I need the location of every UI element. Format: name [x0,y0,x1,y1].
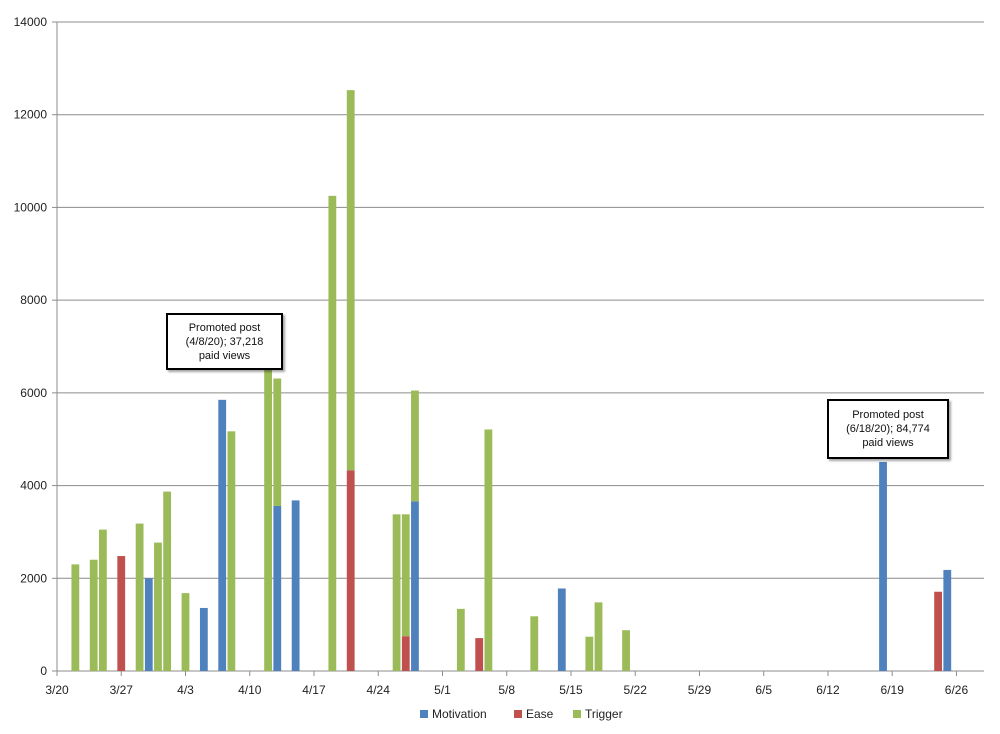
bar-motivation [943,569,952,671]
x-tick-label: 3/20 [45,683,69,697]
annotation-line: paid views [862,437,914,449]
bar-motivation [291,500,300,671]
annotation-line: Promoted post [188,321,261,334]
x-tick-label: 6/26 [945,683,969,697]
bar-trigger [273,378,282,506]
x-tick-label: 6/5 [755,683,772,697]
x-tick-label: 5/15 [559,683,583,697]
legend-label-ease: Ease [526,707,554,721]
y-tick-label: 6000 [20,386,47,400]
bar-trigger [71,564,80,671]
x-tick-label: 6/19 [881,683,905,697]
annotation-line: (6/18/20); 84,774 [846,423,930,435]
bar-trigger [227,431,236,671]
bar-motivation [879,461,887,671]
bar-trigger [98,529,107,671]
legend: Motivation Ease Trigger [420,707,623,721]
bar-motivation [557,588,566,671]
bar-trigger [585,636,594,671]
bar-trigger [484,429,493,671]
x-tick-label: 4/3 [177,683,194,697]
bar-ease [117,556,126,671]
annotation-line: paid views [198,349,251,362]
annotation-promoted-post-april: Promoted post (4/8/20); 37,218 paid view… [166,313,283,370]
bar-trigger [392,514,401,671]
bar-trigger [154,542,162,671]
bar-trigger [328,195,337,671]
x-axis: 3/20 3/27 4/3 4/10 4/17 4/24 5/1 5/8 5/15 5/22 5/2… [45,670,984,697]
y-tick-label: 12000 [14,108,48,122]
y-tick-label: 2000 [20,571,47,585]
gridlines [57,21,984,579]
x-tick-label: 5/29 [688,683,712,697]
bar-trigger [594,602,603,671]
x-tick-label: 5/1 [434,683,451,697]
legend-swatch-trigger [573,710,581,718]
bar-ease [475,638,484,671]
y-tick-label: 10000 [14,200,48,214]
legend-label-motivation: Motivation [432,707,487,721]
x-tick-label: 5/8 [498,683,515,697]
bar-trigger [411,390,419,502]
bar-ease [934,591,943,671]
annotation-line: Promoted post [852,409,924,421]
y-tick-label: 14000 [14,15,48,29]
legend-swatch-ease [514,710,522,718]
x-tick-label: 3/27 [110,683,134,697]
bar-trigger [89,559,98,671]
bars [71,90,952,671]
bar-motivation [218,399,227,671]
bar-trigger [346,90,355,471]
legend-swatch-motivation [420,710,428,718]
bar-trigger [456,608,465,671]
bar-trigger [163,491,172,671]
bar-trigger [181,593,190,671]
y-tick-label: 4000 [20,479,47,493]
bar-trigger [622,630,630,671]
bar-trigger [264,366,272,671]
x-tick-label: 4/24 [367,683,391,697]
bar-trigger [530,616,539,671]
y-axis: 0 2000 4000 6000 8000 10000 12000 14000 [14,15,58,678]
x-tick-label: 5/22 [624,683,648,697]
bar-motivation [144,578,153,671]
annotation-line: (4/8/20); 37,218 [185,335,264,348]
bar-motivation [199,607,208,671]
bar-ease [346,470,355,671]
y-tick-label: 0 [40,664,47,678]
x-tick-label: 4/17 [302,683,326,697]
bar-trigger [401,514,410,637]
bar-motivation [273,505,282,671]
x-tick-label: 6/12 [816,683,840,697]
y-tick-label: 8000 [20,293,47,307]
x-tick-label: 4/10 [238,683,262,697]
legend-label-trigger: Trigger [585,707,623,721]
bar-ease [401,636,410,671]
annotation-promoted-post-june: Promoted post (6/18/20); 84,774 paid vie… [827,399,949,459]
bar-motivation [411,501,419,671]
bar-trigger [135,523,144,671]
